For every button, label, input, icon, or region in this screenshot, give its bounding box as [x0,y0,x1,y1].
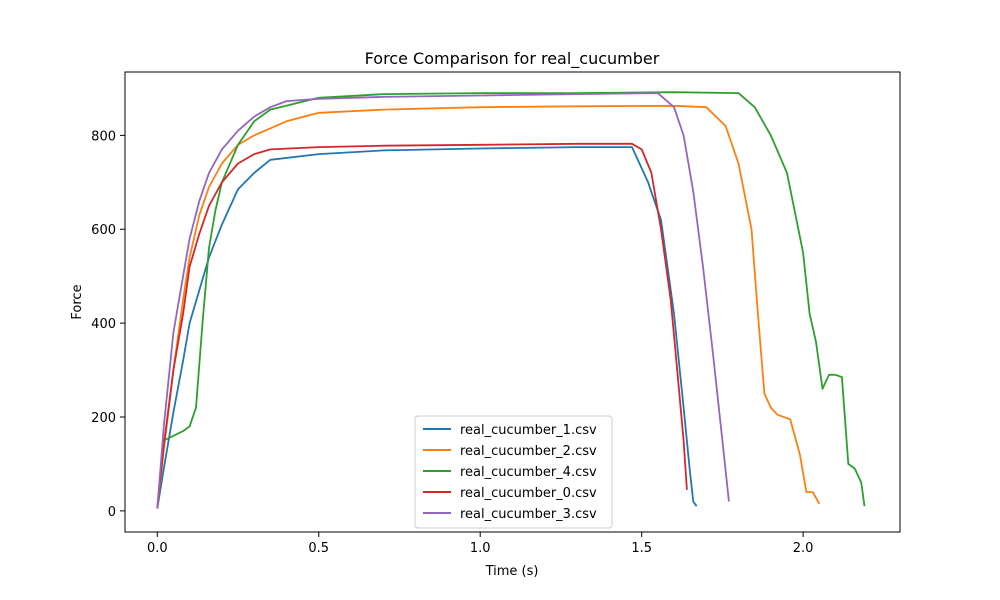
y-axis: 0 200 400 600 800 [91,129,125,520]
series-line-0 [156,146,698,509]
legend: real_cucumber_1.csv real_cucumber_2.csvre… [414,415,613,529]
x-tick-label: 1.0 [470,541,491,556]
y-tick-label: 0 [108,505,116,520]
chart-title: Force Comparison for real_cucumber [365,49,660,69]
x-tick-label: 2.0 [793,541,814,556]
series-line-4 [156,92,730,509]
series-line-3 [156,142,688,509]
legend-label-3: real_cucumber_0.csv [460,486,597,501]
series-line-2 [156,91,866,509]
series-lines [156,91,866,509]
legend-label-0: real_cucumber_1.csv [460,423,597,438]
legend-box [414,415,613,529]
legend-label-2: real_cucumber_4.csv [460,465,597,480]
x-axis-label: Time (s) [485,564,539,579]
x-axis: 0.0 0.5 1.0 1.5 2.0 [147,532,814,556]
x-tick-label: 0.0 [147,541,168,556]
legend-label-1: real_cucumber_2.csv [460,444,597,459]
y-tick-label: 600 [91,223,116,238]
y-axis-label: Force [70,284,85,319]
x-tick-label: 0.5 [308,541,329,556]
y-tick-label: 400 [91,317,116,332]
x-tick-label: 1.5 [631,541,652,556]
plot-frame [124,71,901,533]
y-tick-label: 200 [91,411,116,426]
y-tick-label: 800 [91,129,116,144]
legend-label-4: real_cucumber_3.csv [460,507,597,522]
series-line-1 [156,104,821,509]
